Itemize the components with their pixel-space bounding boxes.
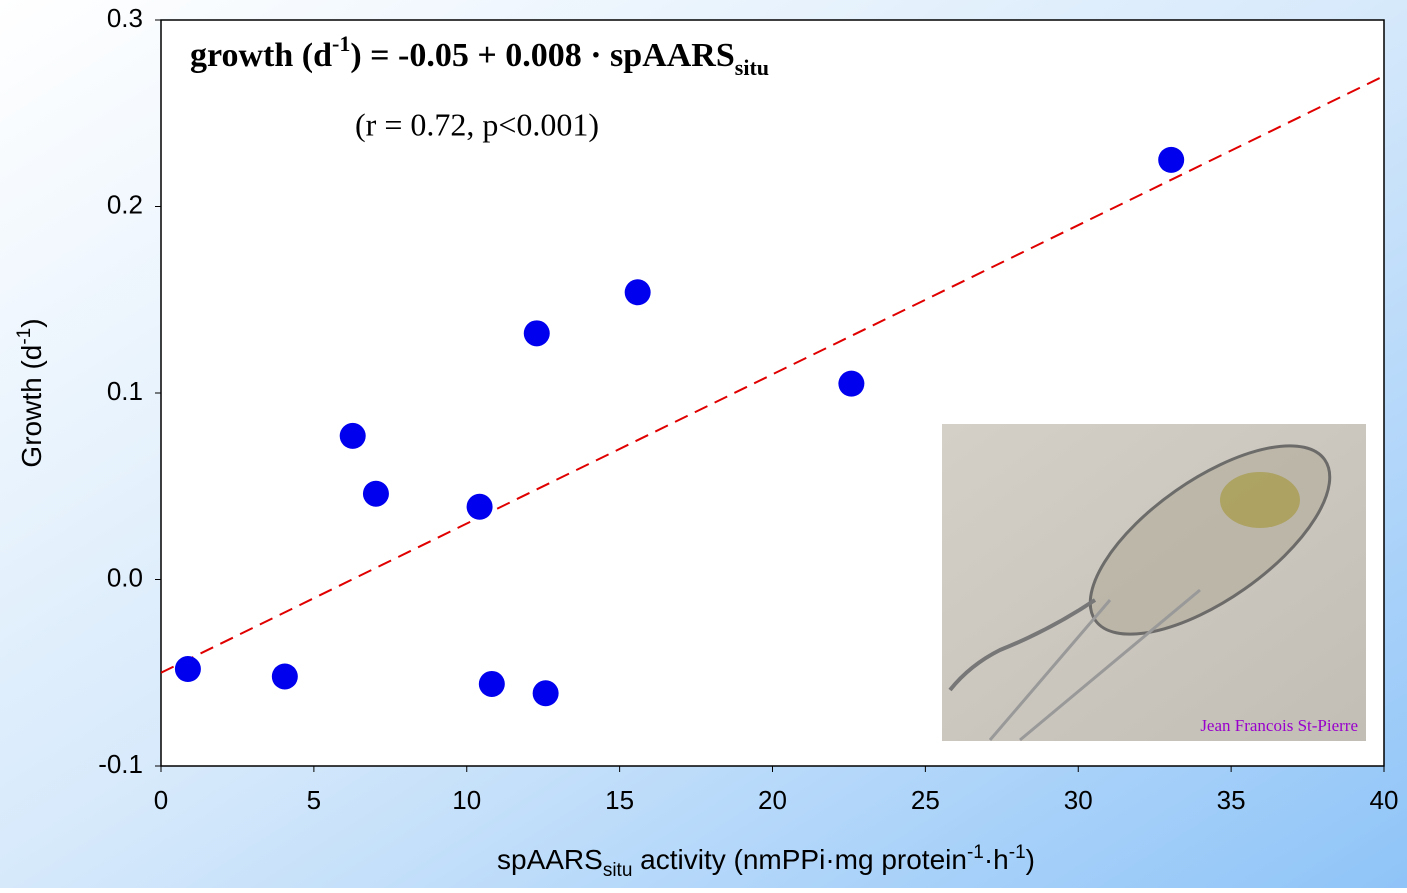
point [532, 680, 559, 707]
point [478, 670, 505, 697]
stats: (r = 0.72, p<0.001) [355, 106, 599, 142]
x-tick-label: 25 [911, 785, 940, 815]
trendline [161, 75, 1384, 674]
point [271, 663, 298, 690]
y-axis-label: Growth (d-1) [14, 318, 47, 467]
point [174, 656, 201, 683]
plot-marks [161, 75, 1384, 707]
x-tick-label: 30 [1064, 785, 1093, 815]
point [466, 493, 493, 520]
point [1158, 146, 1185, 173]
photo-credit: Jean Francois St-Pierre [1200, 716, 1358, 735]
y-tick-label: 0.1 [107, 376, 143, 406]
point [523, 320, 550, 347]
y-tick-label: -0.1 [98, 749, 143, 779]
x-tick-label: 15 [605, 785, 634, 815]
point [339, 422, 366, 449]
x-tick-label: 35 [1217, 785, 1246, 815]
equation: growth (d-1) = -0.05 + 0.008 · spAARSsit… [190, 31, 769, 80]
y-tick-label: 0.2 [107, 189, 143, 219]
x-tick-label: 5 [307, 785, 321, 815]
x-tick-label: 40 [1370, 785, 1399, 815]
x-tick-label: 0 [154, 785, 168, 815]
x-axis-label: spAARSsitu activity (nmPPi·mg protein-1·… [497, 842, 1035, 881]
x-tick-label: 20 [758, 785, 787, 815]
photo: Jean Francois St-Pierre [942, 424, 1366, 742]
point [624, 279, 651, 306]
x-tick-label: 10 [452, 785, 481, 815]
y-tick-label: 0.0 [107, 562, 143, 592]
point [838, 370, 865, 397]
point [362, 480, 389, 507]
y-tick-label: 0.3 [107, 3, 143, 33]
